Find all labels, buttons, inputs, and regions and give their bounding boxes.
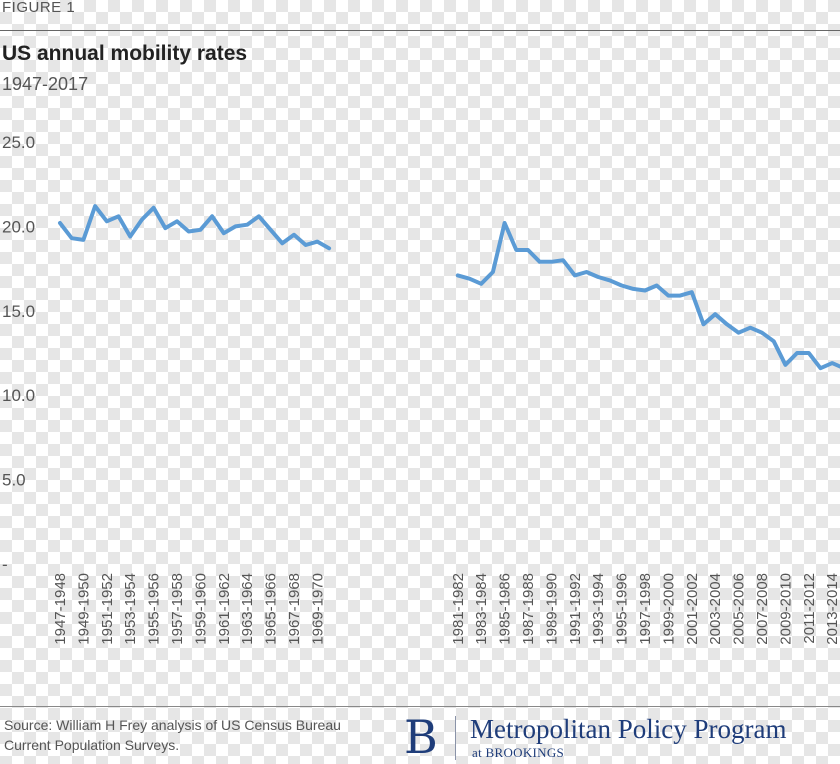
y-tick-label: 10.0 — [2, 386, 35, 405]
x-tick-label: 1965-1966 — [263, 573, 280, 645]
x-tick-label: 1957-1958 — [169, 573, 186, 645]
x-axis: 1947-1948 1949-1950 1951-1952 1953-1954 1955… — [52, 573, 840, 645]
x-tick-label: 1997-1998 — [637, 573, 654, 645]
y-tick-label: 25.0 — [2, 133, 35, 152]
logo-divider — [455, 716, 456, 760]
x-tick-label: 1963-1964 — [239, 573, 256, 645]
x-tick-label: 2005-2006 — [731, 573, 748, 645]
x-tick-label: 1983-1984 — [473, 573, 490, 645]
y-tick-label: - — [2, 555, 8, 574]
x-tick-label: 1967-1968 — [286, 573, 303, 645]
x-tick-label: 1987-1988 — [520, 573, 537, 645]
x-tick-label: 1999-2000 — [660, 573, 677, 645]
series-line — [455, 221, 840, 371]
y-tick-label: 20.0 — [2, 217, 35, 236]
x-tick-label: 1995-1996 — [614, 573, 631, 645]
x-tick-label: 1981-1982 — [450, 573, 467, 645]
brookings-logo-mark: B — [404, 710, 438, 764]
x-tick-label: 2009-2010 — [777, 573, 794, 645]
brookings-label: at BROOKINGS — [472, 745, 565, 760]
x-tick-label: 2001-2002 — [684, 573, 701, 645]
bottom-divider — [0, 706, 840, 707]
program-name: Metropolitan Policy Program — [470, 714, 787, 744]
x-tick-label: 1991-1992 — [567, 573, 584, 645]
y-tick-label: 15.0 — [2, 302, 35, 321]
top-divider — [0, 30, 840, 31]
y-axis: 25.0 20.0 15.0 10.0 5.0 - — [2, 133, 35, 574]
chart-title: US annual mobility rates — [2, 42, 248, 65]
x-tick-label: 1985-1986 — [497, 573, 514, 645]
x-tick-label: 1989-1990 — [543, 573, 560, 645]
x-tick-label: 2007-2008 — [754, 573, 771, 645]
y-tick-label: 5.0 — [2, 471, 26, 490]
x-tick-label: 1951-1952 — [99, 573, 116, 645]
series-line — [58, 204, 332, 251]
chart-subtitle: 1947-2017 — [2, 74, 89, 94]
series-layer — [58, 204, 840, 371]
x-tick-label: 1969-1970 — [309, 573, 326, 645]
x-tick-label: 1955-1956 — [146, 573, 163, 645]
figure-label: FIGURE 1 — [2, 0, 76, 16]
x-tick-label: 2003-2004 — [707, 573, 724, 645]
x-tick-label: 2013-2014 — [824, 573, 840, 645]
x-tick-label: 2011-2012 — [801, 573, 818, 644]
x-tick-label: 1961-1962 — [216, 573, 233, 645]
mobility-line-chart: 25.020.015.010.05.0- 1947-1948 1949-1950 1… — [2, 133, 840, 645]
x-tick-label: 1949-1950 — [75, 573, 92, 645]
x-tick-label: 1953-1954 — [122, 573, 139, 645]
x-tick-label: 1993-1994 — [590, 573, 607, 645]
x-tick-label: 1947-1948 — [52, 573, 69, 645]
x-tick-label: 1959-1960 — [192, 573, 209, 645]
source-note: Source: William H Frey analysis of US Ce… — [4, 717, 341, 753]
